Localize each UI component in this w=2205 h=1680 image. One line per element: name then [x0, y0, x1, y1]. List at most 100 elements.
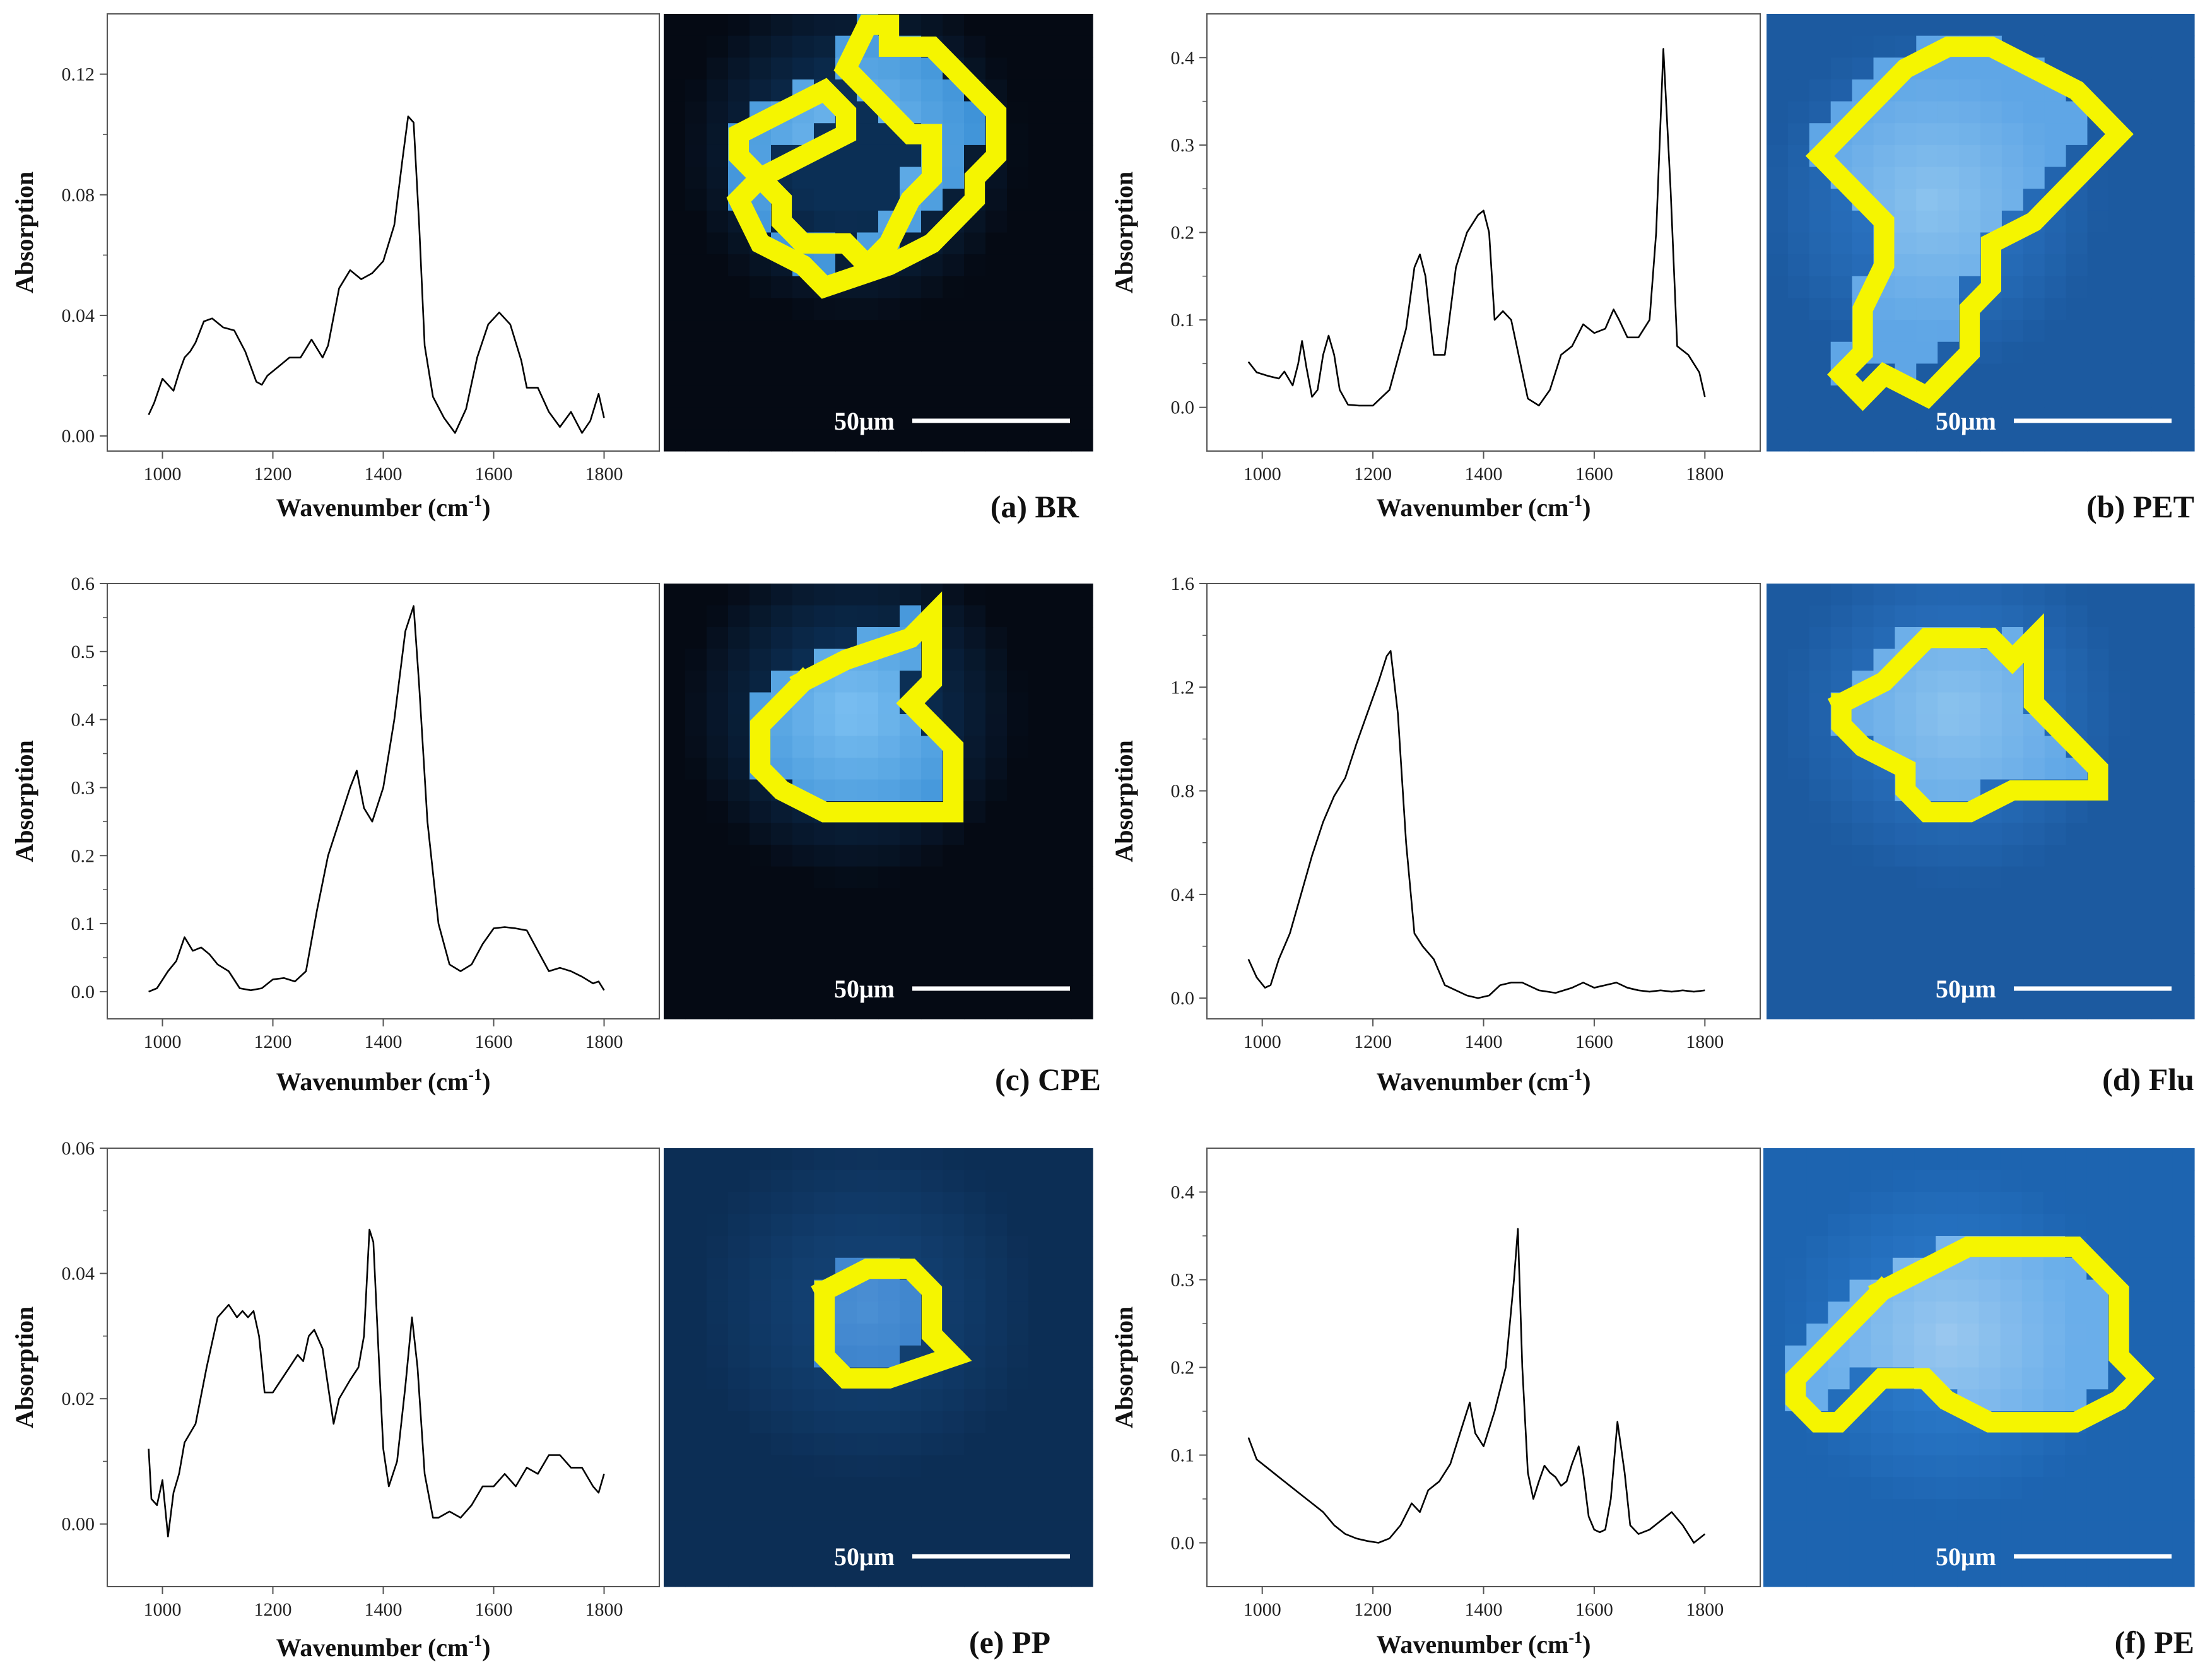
image-pixel	[728, 1301, 750, 1324]
image-pixel	[964, 341, 986, 364]
image-pixel	[943, 1433, 965, 1456]
image-pixel	[1849, 1148, 1872, 1171]
image-pixel	[707, 1192, 729, 1214]
image-pixel	[878, 1542, 900, 1565]
image-pixel	[1809, 714, 1832, 737]
image-pixel	[857, 1324, 879, 1346]
scale-bar-label: 50μm	[834, 975, 895, 1003]
image-pixel	[2151, 866, 2173, 889]
image-pixel	[1980, 79, 2002, 102]
image-pixel	[2108, 823, 2131, 845]
image-pixel	[2173, 823, 2195, 845]
image-pixel	[1830, 779, 1853, 802]
image-pixel	[685, 341, 707, 364]
image-pixel	[1916, 671, 1938, 693]
image-pixel	[2172, 1367, 2195, 1390]
image-pixel	[878, 714, 900, 737]
image-pixel	[857, 1389, 879, 1412]
image-pixel	[685, 123, 707, 146]
image-pixel	[985, 714, 1008, 737]
image-pixel	[1028, 866, 1050, 889]
image-pixel	[921, 910, 943, 932]
image-pixel	[2173, 14, 2195, 37]
y-tick-label: 1.6	[1171, 573, 1195, 594]
image-pixel	[2044, 584, 2067, 606]
image-pixel	[1809, 341, 1832, 364]
image-pixel	[664, 714, 686, 737]
x-axis-title-end: )	[482, 493, 490, 522]
image-pixel	[1785, 1499, 1807, 1522]
image-pixel	[943, 123, 965, 146]
image-pixel	[1071, 671, 1093, 693]
image-pixel	[2129, 1542, 2152, 1565]
image-pixel	[857, 429, 879, 452]
image-pixel	[1028, 649, 1050, 671]
image-pixel	[921, 1214, 943, 1237]
image-pixel	[2001, 101, 2024, 124]
image-pixel	[2044, 144, 2067, 168]
image-pixel	[1937, 845, 1960, 867]
image-pixel	[2023, 845, 2045, 867]
image-pixel	[1914, 1520, 1936, 1544]
x-axis-title: Wavenumber (cm-1)	[1377, 1066, 1591, 1096]
image-pixel	[1071, 1411, 1093, 1434]
image-pixel	[685, 823, 707, 845]
image-pixel	[1767, 429, 1789, 452]
image-pixel	[1787, 254, 1810, 277]
image-pixel	[771, 320, 793, 343]
image-pixel	[1028, 407, 1050, 430]
image-pixel	[2130, 932, 2152, 955]
image-pixel	[1916, 210, 1938, 233]
image-pixel	[685, 910, 707, 932]
image-pixel	[664, 1345, 686, 1368]
image-pixel	[792, 1520, 814, 1544]
chart-panel: 1000 1200 1400 1600 18000.00.40.81.21.6Absor…	[1110, 573, 2195, 1097]
image-pixel	[921, 341, 943, 364]
image-pixel	[2108, 627, 2131, 650]
image-pixel	[750, 1301, 772, 1324]
image-pixel	[707, 385, 729, 408]
image-pixel	[835, 1170, 857, 1193]
image-pixel	[1787, 210, 1810, 233]
image-pixel	[1806, 1455, 1829, 1477]
image-pixel	[1979, 1324, 2001, 1346]
image-pixel	[2021, 1499, 2044, 1522]
image-pixel	[2129, 1192, 2152, 1214]
image-pixel	[1980, 975, 2002, 998]
image-pixel	[664, 671, 686, 693]
image-pixel	[664, 429, 686, 452]
image-pixel	[771, 1324, 793, 1346]
image-pixel	[2001, 714, 2024, 737]
image-pixel	[1957, 1455, 1980, 1477]
image-pixel	[878, 57, 900, 80]
image-pixel	[750, 1170, 772, 1193]
image-pixel	[1787, 671, 1810, 693]
x-axis-title-end: )	[482, 1067, 490, 1096]
image-pixel	[1787, 14, 1810, 37]
image-pixel	[707, 232, 729, 255]
image-pixel	[750, 1148, 772, 1171]
image-pixel	[1980, 758, 2002, 780]
image-pixel	[878, 1170, 900, 1193]
image-pixel	[2151, 57, 2173, 80]
image-pixel	[985, 1411, 1008, 1434]
image-pixel	[1916, 341, 1938, 364]
image-pixel	[792, 1433, 814, 1456]
image-pixel	[1979, 1345, 2001, 1368]
image-pixel	[1980, 167, 2002, 189]
image-pixel	[985, 232, 1008, 255]
image-pixel	[1936, 1170, 1958, 1193]
image-pixel	[1873, 997, 1895, 1019]
image-pixel	[1007, 1170, 1029, 1193]
image-pixel	[2066, 845, 2088, 867]
image-pixel	[750, 1236, 772, 1259]
image-pixel	[1787, 627, 1810, 650]
image-pixel	[1028, 1455, 1050, 1477]
image-pixel	[2023, 276, 2045, 299]
spectrum-line	[1247, 1228, 1706, 1544]
image-pixel	[2001, 910, 2024, 932]
image-pixel	[943, 1236, 965, 1259]
image-pixel	[1936, 1433, 1958, 1456]
image-pixel	[1787, 584, 1810, 606]
image-pixel	[857, 1477, 879, 1500]
